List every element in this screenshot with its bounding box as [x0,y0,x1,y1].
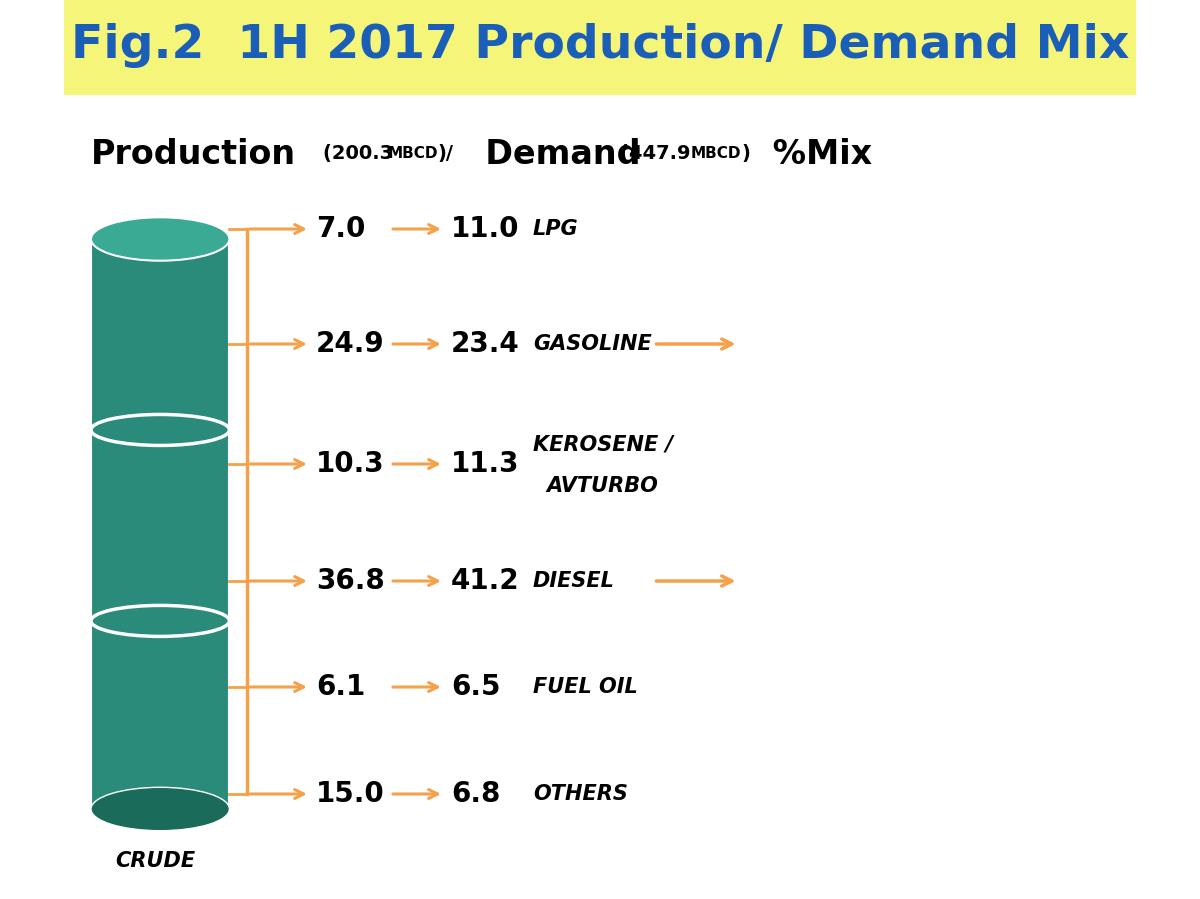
Text: 11.0: 11.0 [451,215,520,243]
Text: 24.9: 24.9 [316,330,385,358]
Text: 7.0: 7.0 [316,215,365,243]
Text: )/: )/ [438,145,454,164]
Text: AVTURBO: AVTURBO [546,476,659,496]
Text: 15.0: 15.0 [316,780,385,808]
Text: MBCD: MBCD [388,147,438,162]
Ellipse shape [91,218,229,261]
Text: Demand: Demand [462,138,640,171]
Text: OTHERS: OTHERS [533,784,628,804]
Text: 36.8: 36.8 [316,567,385,595]
Bar [64,0,1136,95]
Text: FUEL OIL: FUEL OIL [533,677,637,697]
Text: (200.3: (200.3 [323,145,400,164]
Text: DIESEL: DIESEL [533,571,614,591]
Text: 6.1: 6.1 [316,673,365,701]
Text: 41.2: 41.2 [451,567,520,595]
Text: Production: Production [91,138,296,171]
Text: %Mix: %Mix [761,138,872,171]
Text: 6.5: 6.5 [451,673,500,701]
Text: 6.8: 6.8 [451,780,500,808]
Text: LPG: LPG [533,219,578,239]
Text: ): ) [742,145,750,164]
Bar [91,239,229,809]
Text: Fig.2  1H 2017 Production/ Demand Mix: Fig.2 1H 2017 Production/ Demand Mix [71,23,1129,68]
Text: 11.3: 11.3 [451,450,520,478]
Ellipse shape [91,788,229,831]
Text: MBCD: MBCD [691,147,742,162]
Text: CRUDE: CRUDE [115,851,196,871]
Text: 10.3: 10.3 [316,450,385,478]
Text: 23.4: 23.4 [451,330,520,358]
Text: KEROSENE /: KEROSENE / [533,434,673,454]
Text: GASOLINE: GASOLINE [533,334,652,354]
Text: (447.9: (447.9 [619,145,697,164]
